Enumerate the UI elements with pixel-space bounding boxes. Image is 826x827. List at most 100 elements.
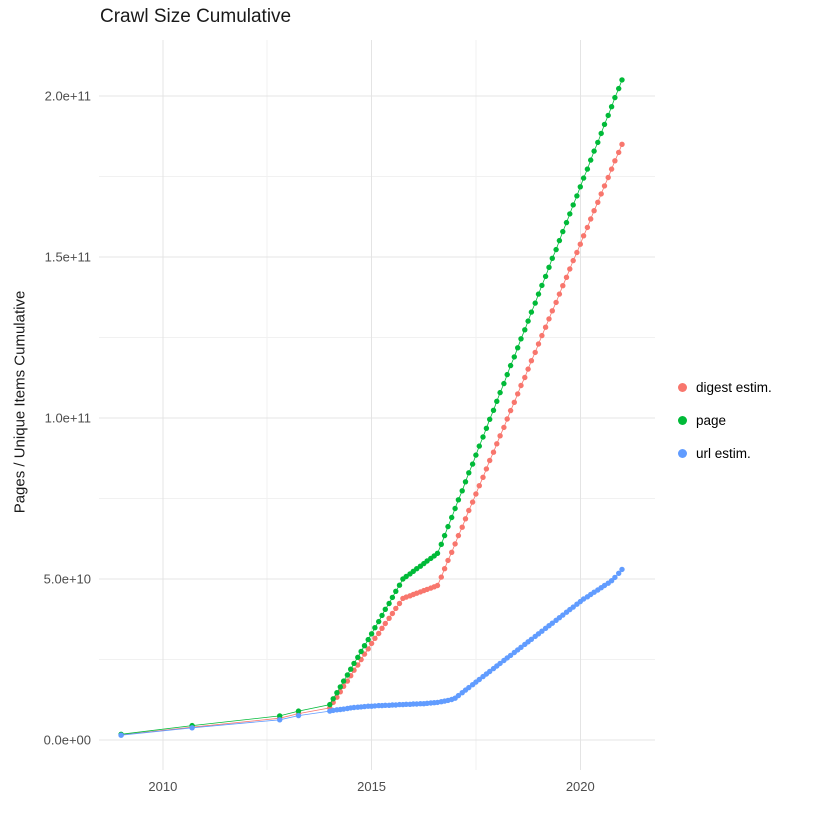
data-point bbox=[515, 345, 521, 351]
data-point bbox=[507, 362, 514, 369]
data-point bbox=[490, 449, 497, 455]
data-point bbox=[277, 717, 283, 723]
y-tick-label: 5.0e+10 bbox=[44, 572, 91, 587]
data-point bbox=[511, 354, 517, 360]
data-point bbox=[556, 291, 563, 297]
data-point bbox=[553, 299, 559, 306]
data-point bbox=[560, 228, 566, 235]
data-point bbox=[494, 398, 500, 404]
y-tick-label: 1.0e+11 bbox=[45, 411, 91, 426]
data-point bbox=[476, 443, 482, 449]
data-point bbox=[469, 461, 476, 467]
legend-label: digest estim. bbox=[696, 380, 772, 395]
data-point bbox=[393, 605, 399, 612]
data-point bbox=[382, 702, 388, 708]
data-point bbox=[608, 578, 615, 584]
series-points-page bbox=[118, 77, 625, 737]
data-point bbox=[330, 696, 336, 702]
data-point bbox=[608, 166, 615, 172]
data-point bbox=[476, 676, 482, 683]
data-point bbox=[532, 300, 538, 306]
data-point bbox=[483, 425, 490, 431]
data-point bbox=[515, 391, 521, 397]
data-point bbox=[452, 505, 458, 512]
data-point bbox=[466, 684, 472, 691]
data-point bbox=[595, 139, 601, 146]
data-point bbox=[619, 141, 625, 147]
y-tick-label: 0.0e+00 bbox=[44, 733, 91, 748]
data-point bbox=[389, 610, 396, 617]
data-point bbox=[528, 309, 535, 315]
data-point bbox=[368, 631, 375, 637]
data-point bbox=[567, 211, 573, 217]
data-point bbox=[616, 149, 622, 156]
data-point bbox=[403, 701, 409, 707]
data-point bbox=[459, 524, 465, 530]
data-point bbox=[619, 77, 625, 83]
data-point bbox=[494, 441, 500, 447]
data-point bbox=[501, 424, 507, 431]
data-point bbox=[459, 488, 465, 494]
data-point bbox=[507, 652, 514, 659]
data-point bbox=[507, 407, 514, 414]
data-point bbox=[389, 594, 396, 601]
data-point bbox=[553, 246, 559, 253]
data-point bbox=[365, 646, 371, 652]
data-point bbox=[295, 708, 302, 714]
data-point bbox=[591, 148, 597, 154]
data-point bbox=[525, 318, 531, 324]
legend-label: page bbox=[696, 413, 727, 428]
data-point bbox=[577, 241, 583, 247]
data-point bbox=[504, 416, 510, 422]
data-point bbox=[396, 582, 403, 588]
data-point bbox=[577, 184, 583, 190]
data-point bbox=[563, 274, 570, 280]
data-point bbox=[497, 433, 503, 439]
data-point bbox=[449, 549, 455, 555]
data-point bbox=[549, 620, 555, 626]
legend-item-url-estim: url estim. bbox=[678, 437, 772, 470]
data-point bbox=[574, 249, 580, 256]
data-point bbox=[570, 202, 576, 208]
data-point bbox=[466, 470, 472, 476]
data-point bbox=[539, 628, 545, 634]
data-point bbox=[501, 380, 507, 387]
data-point bbox=[601, 121, 608, 128]
data-point bbox=[351, 660, 357, 667]
data-point bbox=[570, 257, 576, 264]
data-point bbox=[522, 374, 528, 381]
data-point bbox=[434, 582, 441, 589]
data-point bbox=[376, 630, 382, 637]
data-point bbox=[612, 158, 618, 164]
data-point bbox=[379, 612, 385, 619]
data-point bbox=[490, 407, 497, 413]
data-point bbox=[386, 615, 392, 621]
panel-background bbox=[99, 40, 655, 770]
data-point bbox=[469, 499, 476, 505]
data-point bbox=[584, 224, 591, 231]
data-point bbox=[584, 166, 591, 172]
data-point bbox=[567, 266, 573, 272]
data-point bbox=[480, 474, 486, 480]
data-point bbox=[525, 366, 531, 372]
data-point bbox=[612, 94, 618, 101]
data-point bbox=[535, 291, 542, 297]
chart-title: Crawl Size Cumulative bbox=[100, 6, 292, 27]
data-point bbox=[455, 532, 462, 539]
data-point bbox=[327, 701, 333, 708]
data-point bbox=[560, 283, 566, 289]
data-point bbox=[588, 216, 594, 222]
data-point bbox=[438, 574, 444, 580]
data-point bbox=[591, 208, 597, 214]
data-point bbox=[598, 130, 604, 137]
data-point bbox=[549, 255, 555, 261]
minor-gridlines bbox=[99, 40, 655, 770]
data-point bbox=[396, 600, 403, 607]
data-point bbox=[348, 666, 354, 672]
data-point bbox=[382, 620, 388, 627]
legend-dot-icon bbox=[678, 449, 687, 458]
data-point bbox=[535, 341, 542, 347]
data-point bbox=[462, 479, 469, 485]
data-point bbox=[449, 514, 455, 521]
